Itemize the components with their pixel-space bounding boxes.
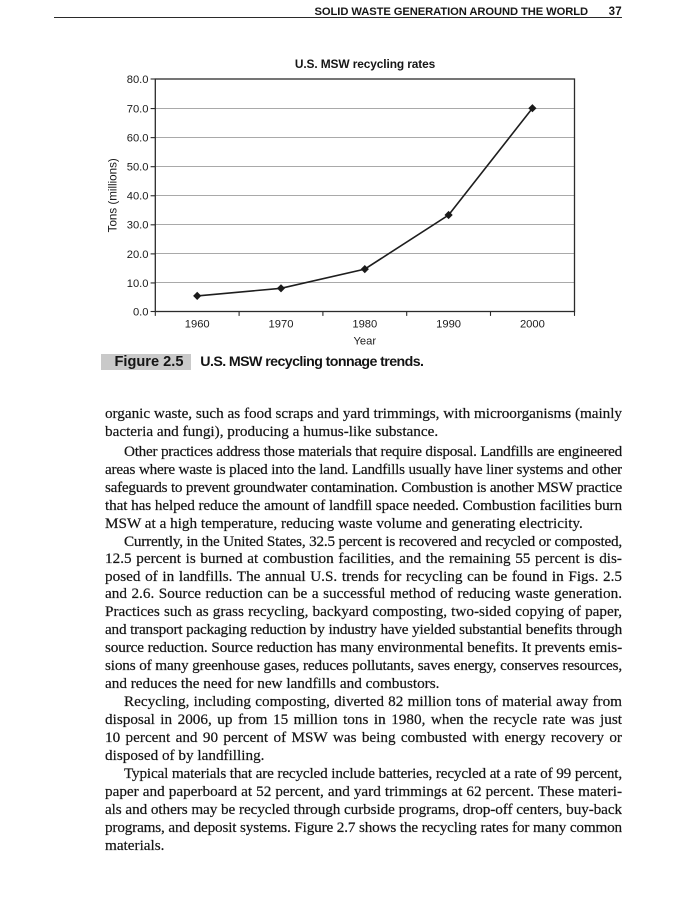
svg-text:20.0: 20.0 <box>127 249 149 261</box>
svg-text:80.0: 80.0 <box>127 74 149 86</box>
svg-text:0.0: 0.0 <box>133 306 149 318</box>
svg-text:60.0: 60.0 <box>127 133 149 145</box>
svg-text:Tons (millions): Tons (millions) <box>107 158 120 232</box>
svg-text:30.0: 30.0 <box>127 220 149 232</box>
svg-text:10.0: 10.0 <box>127 278 149 290</box>
svg-text:1990: 1990 <box>436 319 461 331</box>
svg-text:50.0: 50.0 <box>127 162 149 174</box>
svg-text:1980: 1980 <box>352 319 377 331</box>
svg-text:U.S. MSW recycling rates: U.S. MSW recycling rates <box>295 57 436 71</box>
svg-text:70.0: 70.0 <box>127 104 149 116</box>
svg-text:Year: Year <box>353 335 376 347</box>
svg-text:40.0: 40.0 <box>127 191 149 203</box>
svg-text:1960: 1960 <box>185 319 210 331</box>
svg-text:2000: 2000 <box>520 319 545 331</box>
svg-text:1970: 1970 <box>269 319 294 331</box>
